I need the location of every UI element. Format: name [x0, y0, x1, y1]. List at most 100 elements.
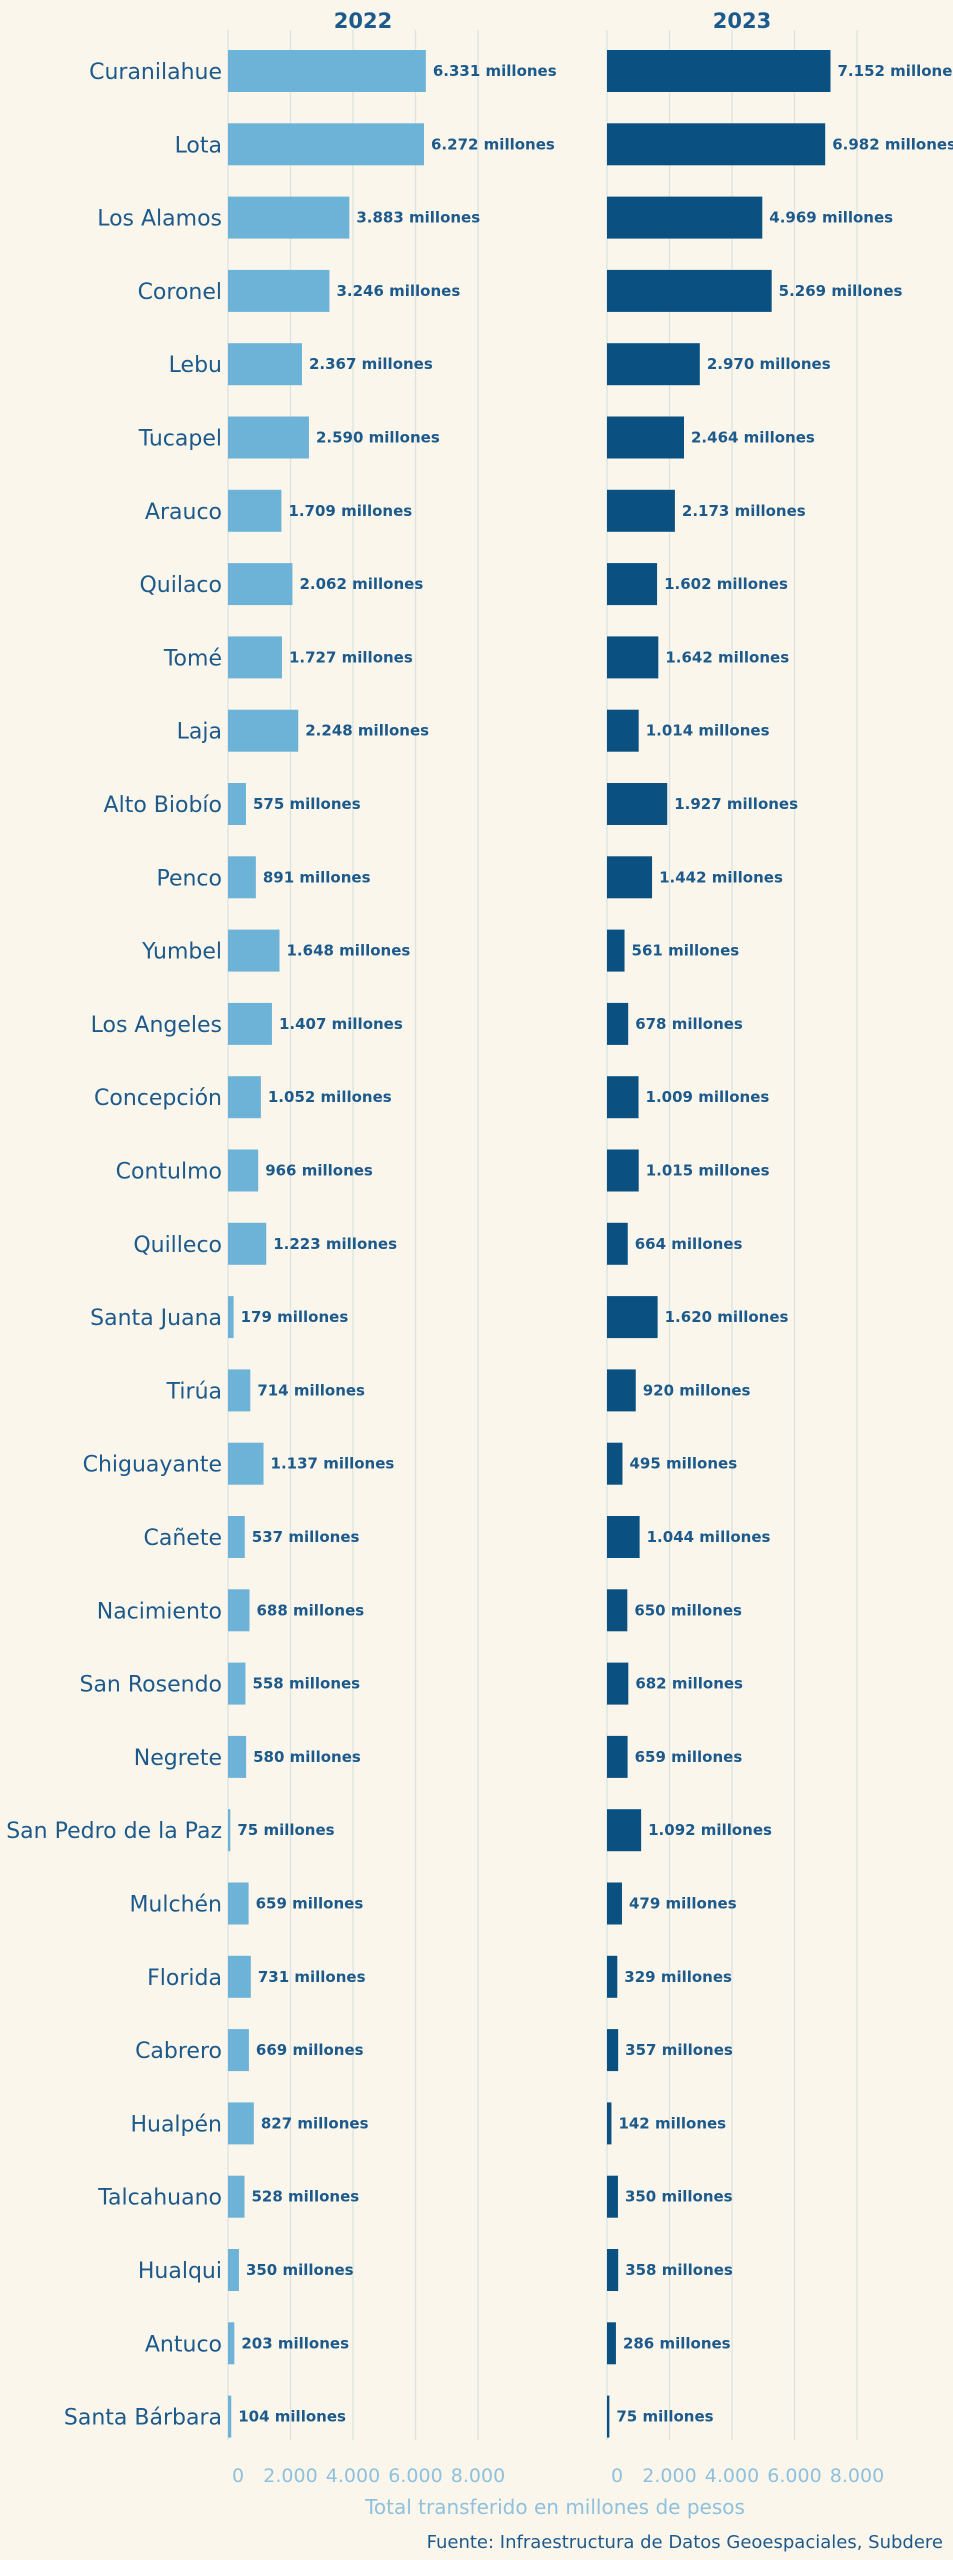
category-label: Quilaco [139, 573, 222, 598]
bar-2023 [607, 489, 675, 532]
bar-2022 [228, 1002, 272, 1045]
bar-2022 [228, 1735, 247, 1778]
bar-2022 [228, 196, 350, 239]
bar-2023 [607, 1149, 639, 1192]
x-tick-label: 0 [232, 2465, 244, 2487]
value-label-2023: 664 millones [635, 1235, 743, 1253]
value-label-2022: 179 millones [241, 1308, 349, 1326]
value-label-2023: 4.969 millones [769, 209, 893, 227]
value-label-2022: 558 millones [252, 1675, 360, 1693]
bar-2023 [607, 269, 772, 312]
value-label-2022: 580 millones [253, 1748, 361, 1766]
category-label: San Pedro de la Paz [6, 1819, 222, 1844]
category-label: Penco [156, 866, 222, 891]
category-label: Tirúa [166, 1379, 222, 1404]
category-label: Hualqui [138, 2259, 222, 2284]
bar-2023 [607, 2029, 619, 2072]
value-label-2022: 2.062 millones [299, 575, 423, 593]
category-label: Santa Juana [90, 1306, 222, 1331]
bar-2023 [607, 1002, 629, 1045]
value-label-2023: 1.044 millones [647, 1528, 771, 1546]
bar-2022 [228, 1076, 261, 1119]
category-label: Alto Biobío [104, 793, 222, 818]
category-label: Talcahuano [97, 2186, 222, 2211]
value-label-2023: 1.092 millones [648, 1821, 772, 1839]
bar-2022 [228, 1662, 246, 1705]
value-label-2022: 528 millones [252, 2188, 360, 2206]
x-tick-label: 0 [611, 2465, 623, 2487]
category-label: Curanilahue [89, 60, 222, 85]
bar-2022 [228, 50, 426, 92]
value-label-2023: 6.982 millones [832, 135, 953, 153]
category-label: Cabrero [135, 2039, 222, 2064]
value-label-2023: 1.009 millones [646, 1088, 770, 1106]
bar-2022 [228, 2029, 249, 2072]
bar-2023 [607, 636, 659, 679]
category-label: Hualpén [130, 2112, 222, 2137]
bar-2022 [228, 709, 299, 752]
value-label-2023: 495 millones [629, 1455, 737, 1473]
category-label: Arauco [145, 500, 222, 525]
value-label-2023: 1.620 millones [665, 1308, 789, 1326]
bar-2023 [607, 2395, 610, 2438]
value-label-2022: 966 millones [265, 1162, 373, 1180]
value-label-2023: 1.602 millones [664, 575, 788, 593]
bar-2023 [607, 709, 639, 752]
category-label: Laja [177, 720, 222, 745]
bar-2022 [228, 2175, 245, 2218]
value-label-2022: 104 millones [238, 2408, 346, 2426]
value-label-2023: 659 millones [635, 1748, 743, 1766]
bar-2023 [607, 1222, 628, 1265]
bar-2023 [607, 856, 653, 899]
value-label-2023: 1.014 millones [646, 722, 770, 740]
category-label: Tucapel [138, 427, 222, 452]
category-label: Santa Bárbara [64, 2406, 222, 2431]
category-label: Florida [147, 1966, 222, 1991]
bar-2022 [228, 2322, 235, 2365]
bar-2023 [607, 1955, 618, 1998]
value-label-2023: 650 millones [634, 1601, 742, 1619]
panel-title-2022: 2022 [334, 9, 392, 33]
value-label-2022: 891 millones [263, 868, 371, 886]
category-label: San Rosendo [79, 1673, 222, 1698]
category-label: Negrete [134, 1746, 222, 1771]
bar-2023 [607, 50, 831, 92]
bar-2022 [228, 1369, 251, 1412]
x-tick-label: 4.000 [326, 2465, 380, 2487]
value-label-2022: 2.367 millones [309, 355, 433, 373]
category-label: Lebu [169, 353, 222, 378]
value-label-2023: 7.152 millones [838, 62, 953, 80]
value-label-2022: 1.223 millones [273, 1235, 397, 1253]
value-label-2022: 3.883 millones [356, 209, 480, 227]
value-label-2023: 682 millones [635, 1675, 743, 1693]
value-label-2022: 714 millones [257, 1381, 365, 1399]
category-label: Chiguayante [83, 1453, 222, 1478]
category-label: Los Alamos [97, 207, 222, 232]
bar-2022 [228, 783, 246, 825]
value-label-2022: 203 millones [241, 2334, 349, 2352]
value-label-2022: 731 millones [258, 1968, 366, 1986]
bar-2022 [228, 2249, 239, 2291]
x-tick-label: 2.000 [642, 2465, 696, 2487]
panel-title-2023: 2023 [713, 9, 771, 33]
bar-2022 [228, 2395, 232, 2438]
x-tick-label: 6.000 [767, 2465, 821, 2487]
category-label: Cañete [144, 1526, 222, 1551]
bar-2023 [607, 1809, 642, 1852]
value-label-2022: 1.727 millones [289, 648, 413, 666]
value-label-2022: 575 millones [253, 795, 361, 813]
bar-2022 [228, 856, 256, 899]
x-tick-label: 6.000 [388, 2465, 442, 2487]
bar-2022 [228, 1222, 267, 1265]
value-label-2023: 2.173 millones [682, 502, 806, 520]
x-tick-label: 2.000 [263, 2465, 317, 2487]
bar-2022 [228, 1882, 249, 1925]
value-label-2022: 669 millones [256, 2041, 364, 2059]
value-label-2022: 2.248 millones [305, 722, 429, 740]
value-label-2022: 827 millones [261, 2114, 369, 2132]
bar-2023 [607, 2175, 618, 2218]
category-label: Quilleco [133, 1233, 222, 1258]
category-label: Coronel [138, 280, 222, 305]
value-label-2022: 6.272 millones [431, 135, 555, 153]
value-label-2022: 1.709 millones [288, 502, 412, 520]
